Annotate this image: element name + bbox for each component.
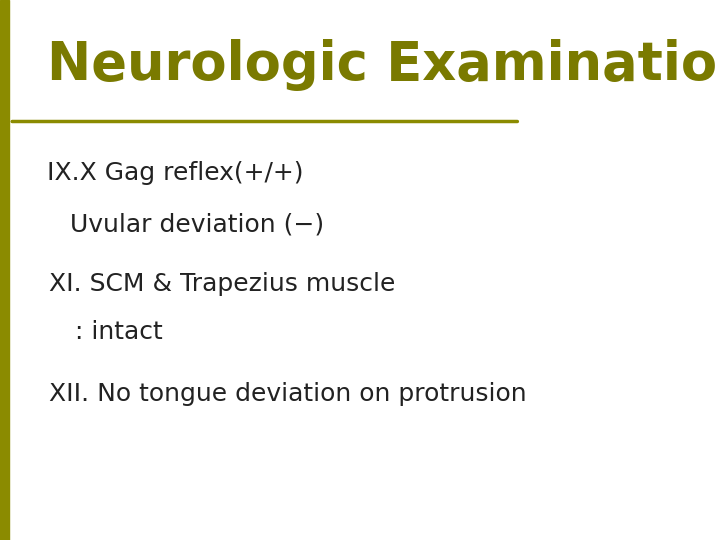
Text: : intact: : intact (76, 320, 163, 344)
Text: XII. No tongue deviation on protrusion: XII. No tongue deviation on protrusion (50, 382, 527, 406)
Text: IX.X Gag reflex(+/+): IX.X Gag reflex(+/+) (47, 161, 303, 185)
Text: XI. SCM & Trapezius muscle: XI. SCM & Trapezius muscle (50, 272, 396, 295)
Bar (0, 0, 9, 540)
Text: Neurologic Examination: Neurologic Examination (47, 39, 720, 91)
Text: Uvular deviation (−): Uvular deviation (−) (71, 212, 324, 236)
